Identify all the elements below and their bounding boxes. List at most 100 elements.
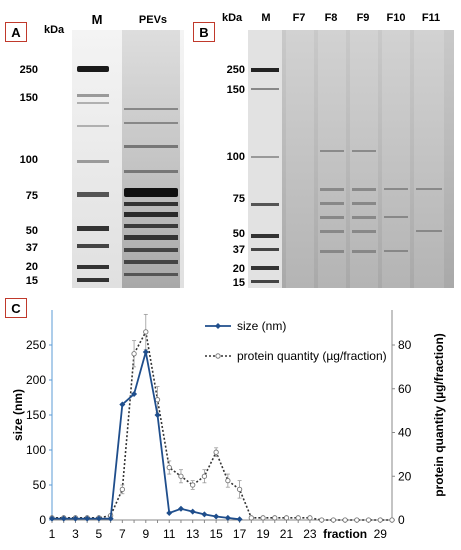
protein-point	[236, 486, 243, 493]
x-tick-label: 1	[49, 527, 56, 541]
x-tick-label: 17	[233, 527, 247, 541]
panel-a-mw-50: 50	[25, 225, 38, 237]
protein-point	[248, 515, 254, 521]
size-series-line	[52, 351, 240, 521]
y-axis-label: size (nm)	[11, 389, 25, 441]
panel-a-lane-pevs: PEVs	[138, 14, 168, 26]
size-point	[119, 401, 126, 408]
y-tick-label: 0	[39, 513, 46, 527]
x-tick-label: 5	[96, 527, 103, 541]
size-point	[177, 505, 184, 512]
x-tick-label: 19	[256, 527, 270, 541]
size-point	[224, 514, 231, 521]
protein-point	[342, 517, 348, 523]
y-tick-label: 250	[26, 338, 46, 352]
size-point	[201, 511, 208, 518]
panel-b-label: B	[193, 22, 215, 42]
protein-point	[365, 517, 372, 523]
panel-b-lane-f11: F11	[421, 12, 441, 24]
panel-b-mw-50: 50	[232, 228, 245, 240]
protein-point	[119, 486, 125, 493]
panel-b-lane-m: M	[261, 12, 271, 24]
panel-a-mw-15: 15	[25, 275, 38, 287]
y2-tick-label: 40	[398, 426, 412, 440]
panel-b-mw-15: 15	[232, 277, 245, 289]
protein-point	[330, 517, 337, 523]
protein-point	[178, 473, 184, 479]
legend-size-label: size (nm)	[237, 319, 286, 333]
size-point	[60, 515, 67, 522]
protein-point	[225, 477, 231, 484]
x-tick-label: 3	[72, 527, 79, 541]
protein-point	[307, 515, 313, 521]
panel-b-lane-f7: F7	[292, 12, 306, 24]
y-tick-label: 50	[33, 478, 47, 492]
y-tick-label: 150	[26, 408, 46, 422]
panel-a-gel	[72, 30, 184, 288]
protein-point	[319, 517, 325, 523]
size-point	[49, 515, 55, 522]
x-tick-label: 23	[303, 527, 317, 541]
protein-point	[201, 473, 208, 479]
panel-a-mw-37: 37	[25, 242, 38, 254]
size-point	[72, 515, 79, 522]
panel-a-lane-m: M	[91, 12, 103, 27]
protein-point	[354, 517, 360, 523]
protein-point	[283, 515, 290, 521]
panel-a-mw-75: 75	[25, 190, 38, 202]
x-tick-label: 9	[142, 527, 149, 541]
panel-a-mw-20: 20	[25, 261, 38, 273]
size-point	[189, 508, 196, 515]
y2-tick-label: 60	[398, 382, 412, 396]
protein-point	[389, 517, 395, 523]
panel-c-label: C	[5, 298, 27, 318]
size-point	[131, 391, 138, 397]
legend-protein-marker	[215, 353, 221, 359]
panel-a-kda-label: kDa	[44, 24, 65, 36]
panel-b-mw-20: 20	[232, 263, 245, 275]
panel-a-label: A	[5, 22, 27, 42]
protein-point	[190, 482, 196, 488]
y-tick-label: 200	[26, 373, 46, 387]
panel-b-lane-f10: F10	[386, 12, 406, 24]
protein-point	[295, 515, 301, 521]
panel-b-mw-150: 150	[226, 84, 245, 96]
panel-b-gel-image	[248, 30, 454, 288]
y2-tick-label: 20	[398, 469, 412, 483]
panel-a-mw-150: 150	[19, 92, 38, 104]
panel-b-mw-75: 75	[232, 193, 245, 205]
protein-point	[377, 517, 383, 523]
panel-a-mw-250: 250	[19, 64, 38, 76]
legend-protein-label: protein quantity (µg/fraction)	[237, 349, 387, 363]
panel-b-mw-250: 250	[226, 64, 245, 76]
size-point	[166, 510, 173, 516]
size-point	[236, 516, 243, 523]
panel-b-lane-f8: F8	[324, 12, 338, 24]
x-tick-label: 29	[374, 527, 388, 541]
size-point	[95, 515, 102, 522]
size-point	[213, 513, 220, 520]
protein-point	[131, 351, 137, 357]
x-tick-label: 13	[186, 527, 200, 541]
protein-point	[154, 397, 161, 403]
panel-b-gel	[248, 30, 454, 288]
protein-point	[272, 515, 278, 521]
legend-size-marker	[215, 323, 221, 329]
panel-b-mw-100: 100	[226, 151, 245, 163]
size-point	[84, 515, 91, 522]
panel-b-mw-37: 37	[232, 244, 245, 256]
x-tick-label: 7	[119, 527, 126, 541]
protein-point	[260, 515, 266, 521]
y2-tick-label: 0	[398, 513, 405, 527]
size-point	[142, 349, 149, 355]
y2-axis-label: protein quantity (µg/fraction)	[432, 333, 446, 497]
panel-a-gel-image	[72, 30, 184, 288]
y-tick-label: 100	[26, 443, 46, 457]
panel-b-kda-label: kDa	[222, 12, 243, 24]
x-axis-label: fraction	[323, 527, 367, 541]
protein-point	[143, 329, 149, 335]
size-point	[107, 515, 114, 522]
x-tick-label: 15	[209, 527, 223, 541]
x-tick-label: 11	[163, 527, 176, 541]
